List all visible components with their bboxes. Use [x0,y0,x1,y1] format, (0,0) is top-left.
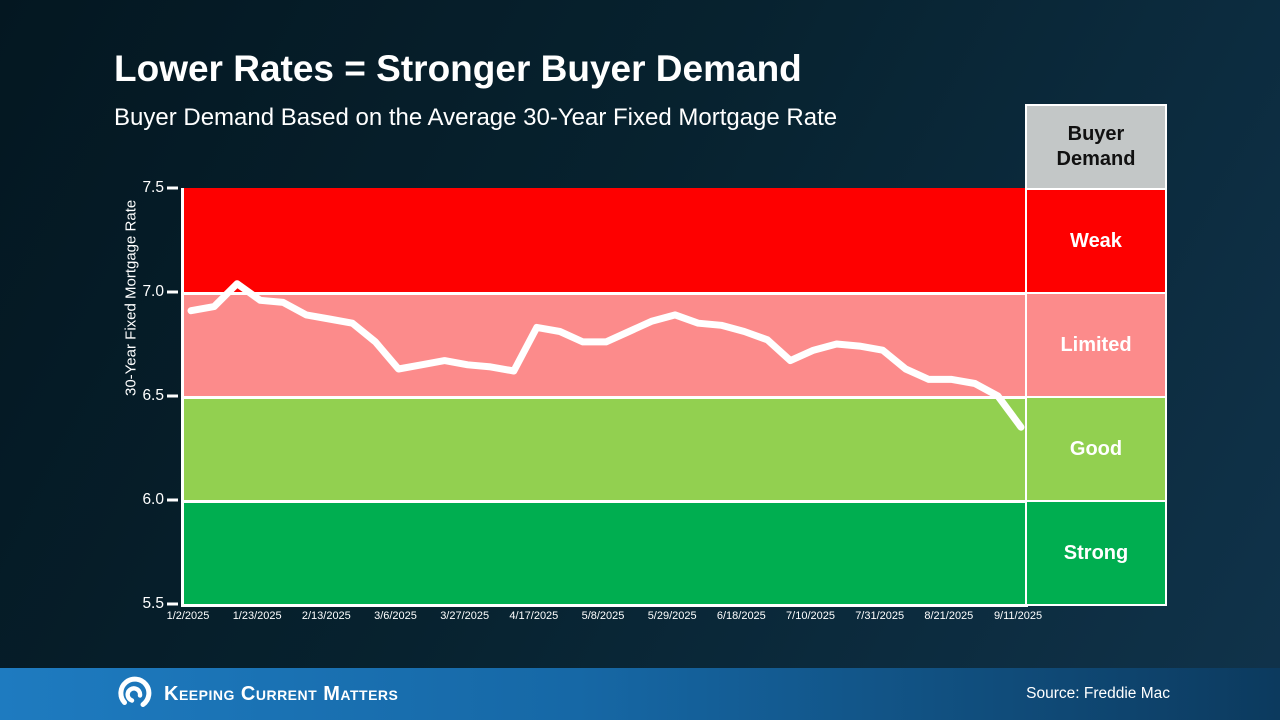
legend-row-weak: Weak [1027,188,1165,292]
plot-area [181,188,1028,607]
brand-name: Keeping Current Matters [164,682,399,705]
y-tick-label: 6.0 [142,491,164,508]
page-subtitle: Buyer Demand Based on the Average 30-Yea… [114,104,838,131]
x-tick-label: 1/2/2025 [166,610,210,622]
x-tick-label: 8/21/2025 [924,610,974,622]
kcm-logo-icon [118,676,152,707]
y-tick-mark [167,498,178,502]
source-credit: Source: Freddie Mac [1026,685,1170,702]
y-tick-label: 7.0 [142,283,164,300]
demand-band-strong [184,500,1028,604]
x-tick-label: 2/13/2025 [301,610,351,622]
legend-header: Buyer Demand [1027,106,1165,188]
rate-line-svg [187,280,1025,431]
y-tick-label: 7.5 [142,179,164,196]
page-title: Lower Rates = Stronger Buyer Demand [114,48,802,89]
x-tick-label: 5/29/2025 [647,610,697,622]
legend-row-good: Good [1027,396,1165,500]
buyer-demand-legend: Buyer Demand Weak Limited Good Strong [1025,104,1167,606]
legend-row-label: Limited [1060,333,1132,356]
y-tick-label: 5.5 [142,595,164,612]
x-tick-label: 3/6/2025 [374,610,417,622]
x-tick-label: 6/18/2025 [716,610,766,622]
legend-header-text: Buyer Demand [1056,123,1136,170]
x-tick-label: 7/31/2025 [855,610,905,622]
x-tick-label: 3/27/2025 [440,610,490,622]
mortgage-rate-line [187,280,1025,431]
x-tick-label: 5/8/2025 [581,610,625,622]
legend-row-strong: Strong [1027,500,1165,604]
y-axis: 7.5 7.0 6.5 6.0 5.5 [0,179,181,612]
y-tick-mark [167,290,178,294]
x-tick-label: 7/10/2025 [786,610,835,622]
x-tick-label: 4/17/2025 [509,610,559,622]
y-tick-label: 6.5 [142,387,164,404]
legend-row-label: Good [1069,437,1123,460]
x-axis: 1/2/2025 1/23/2025 2/13/2025 3/6/2025 3/27/2… [167,610,1042,628]
y-tick-mark [167,602,178,606]
y-tick-mark [167,186,178,190]
y-tick-mark [167,394,178,398]
legend-row-label: Weak [1070,229,1122,252]
demand-band-weak [184,188,1028,292]
demand-band-good [184,396,1028,500]
legend-row-label: Strong [1063,541,1129,564]
footer-bar: Keeping Current Matters Source: Freddie … [0,668,1280,720]
x-tick-label: 1/23/2025 [232,610,282,622]
x-tick-label: 9/11/2025 [993,610,1043,622]
legend-row-limited: Limited [1027,292,1165,396]
